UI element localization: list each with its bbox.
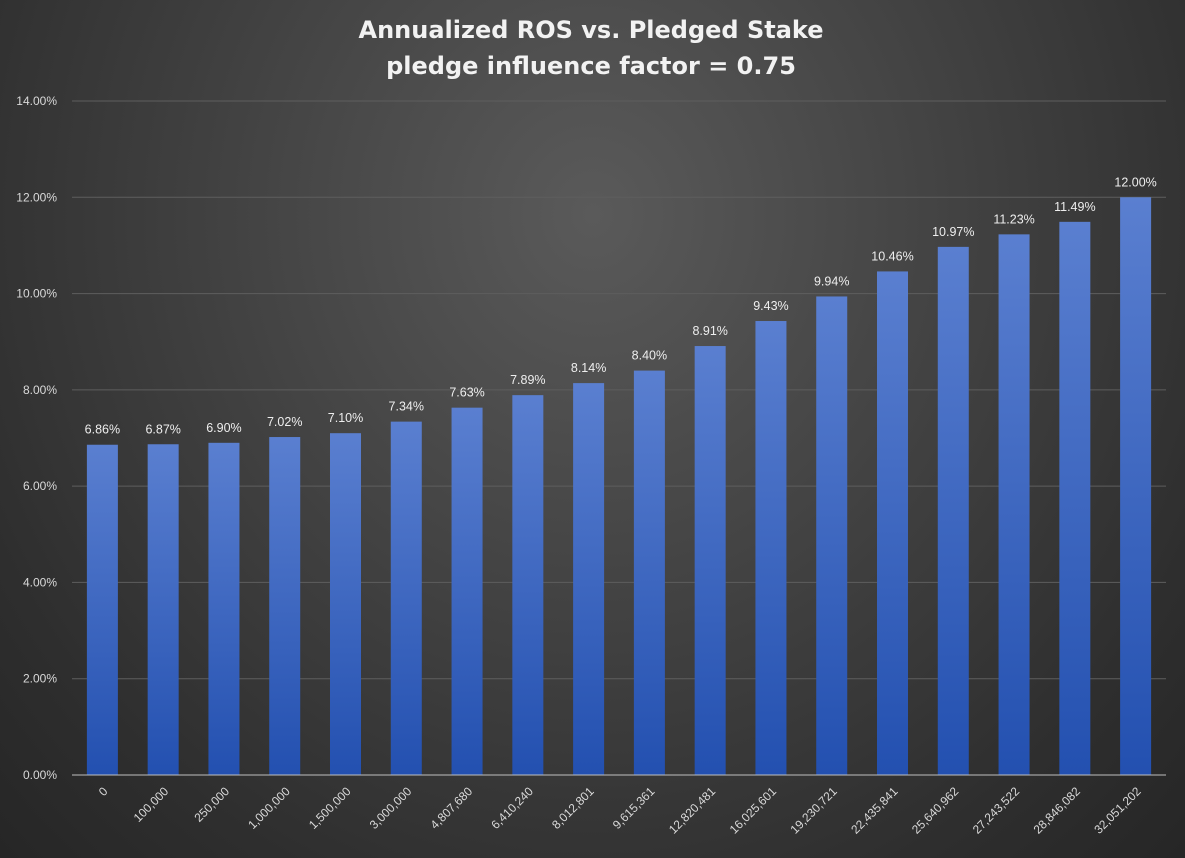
data-label: 7.89% — [510, 373, 545, 387]
x-tick-label: 22,435,841 — [848, 784, 901, 837]
x-tick-label: 4,807,680 — [428, 784, 476, 832]
bar — [390, 421, 422, 775]
data-labels: 6.86% 6.87% 6.90% 7.02% 7.10% 7.34% 7.63% 7.89%… — [85, 175, 1157, 436]
data-label: 8.91% — [692, 324, 727, 338]
x-tick-label: 1,000,000 — [245, 784, 293, 832]
x-tick-label: 28,846,082 — [1031, 784, 1084, 837]
bar — [86, 444, 118, 775]
x-tick-label: 9,615,361 — [610, 784, 658, 832]
gridlines — [72, 100, 1166, 680]
y-tick-label: 0.00% — [23, 768, 57, 782]
bar — [147, 444, 179, 775]
x-tick-label: 12,820,481 — [666, 784, 719, 837]
bar — [208, 442, 240, 775]
x-tick-label: 1,500,000 — [306, 784, 354, 832]
chart-title: Annualized ROS vs. Pledged Stake — [359, 16, 824, 44]
y-tick-label: 4.00% — [23, 575, 57, 589]
data-label: 12.00% — [1114, 175, 1156, 189]
bar — [816, 296, 848, 775]
data-label: 7.02% — [267, 415, 302, 429]
x-axis-tick-labels: 0 100,000 250,000 1,000,000 1,500,000 3,000,0… — [96, 784, 1144, 837]
x-tick-label: 27,243,522 — [970, 784, 1023, 837]
bar — [269, 437, 301, 775]
bars — [86, 197, 1152, 776]
data-label: 10.97% — [932, 225, 974, 239]
data-label: 7.34% — [389, 400, 424, 414]
y-axis-tick-labels: 0.00% 2.00% 4.00% 6.00% 8.00% 10.00% 12.00% 14.… — [16, 94, 57, 782]
data-label: 6.90% — [206, 421, 241, 435]
bar — [755, 321, 787, 775]
data-label: 6.87% — [145, 422, 180, 436]
y-tick-label: 6.00% — [23, 479, 57, 493]
bar — [1059, 221, 1091, 776]
y-tick-label: 10.00% — [16, 287, 57, 301]
x-tick-label: 8,012,801 — [549, 784, 597, 832]
x-tick-label: 3,000,000 — [367, 784, 415, 832]
y-tick-label: 14.00% — [16, 94, 57, 108]
data-label: 11.23% — [993, 212, 1034, 226]
data-label: 7.63% — [449, 386, 484, 400]
data-label: 9.94% — [814, 274, 849, 288]
bar — [998, 234, 1030, 775]
x-tick-label: 25,640,962 — [909, 784, 962, 837]
x-tick-label: 32,051,202 — [1091, 784, 1144, 837]
data-label: 6.86% — [85, 423, 120, 437]
bar — [633, 370, 665, 775]
data-label: 8.14% — [571, 361, 606, 375]
bar — [330, 433, 361, 775]
data-label: 9.43% — [753, 299, 788, 313]
data-label: 7.10% — [328, 411, 363, 425]
bar — [877, 271, 908, 775]
x-tick-label: 6,410,240 — [488, 784, 536, 832]
bar — [512, 395, 544, 775]
bar — [451, 407, 483, 775]
bar — [937, 246, 969, 775]
data-label: 10.46% — [871, 249, 913, 263]
bar — [1120, 197, 1152, 776]
chart-subtitle: pledge influence factor = 0.75 — [386, 52, 796, 80]
x-tick-label: 0 — [96, 784, 111, 799]
x-tick-label: 100,000 — [131, 784, 172, 825]
bar — [694, 346, 726, 775]
y-tick-label: 12.00% — [16, 190, 57, 204]
bar — [573, 383, 605, 775]
x-tick-label: 19,230,721 — [787, 784, 840, 837]
x-tick-label: 16,025,601 — [727, 784, 780, 837]
data-label: 8.40% — [632, 349, 667, 363]
y-tick-label: 8.00% — [23, 383, 57, 397]
x-tick-label: 250,000 — [191, 784, 232, 825]
data-label: 11.49% — [1054, 200, 1095, 214]
y-tick-label: 2.00% — [23, 672, 57, 686]
